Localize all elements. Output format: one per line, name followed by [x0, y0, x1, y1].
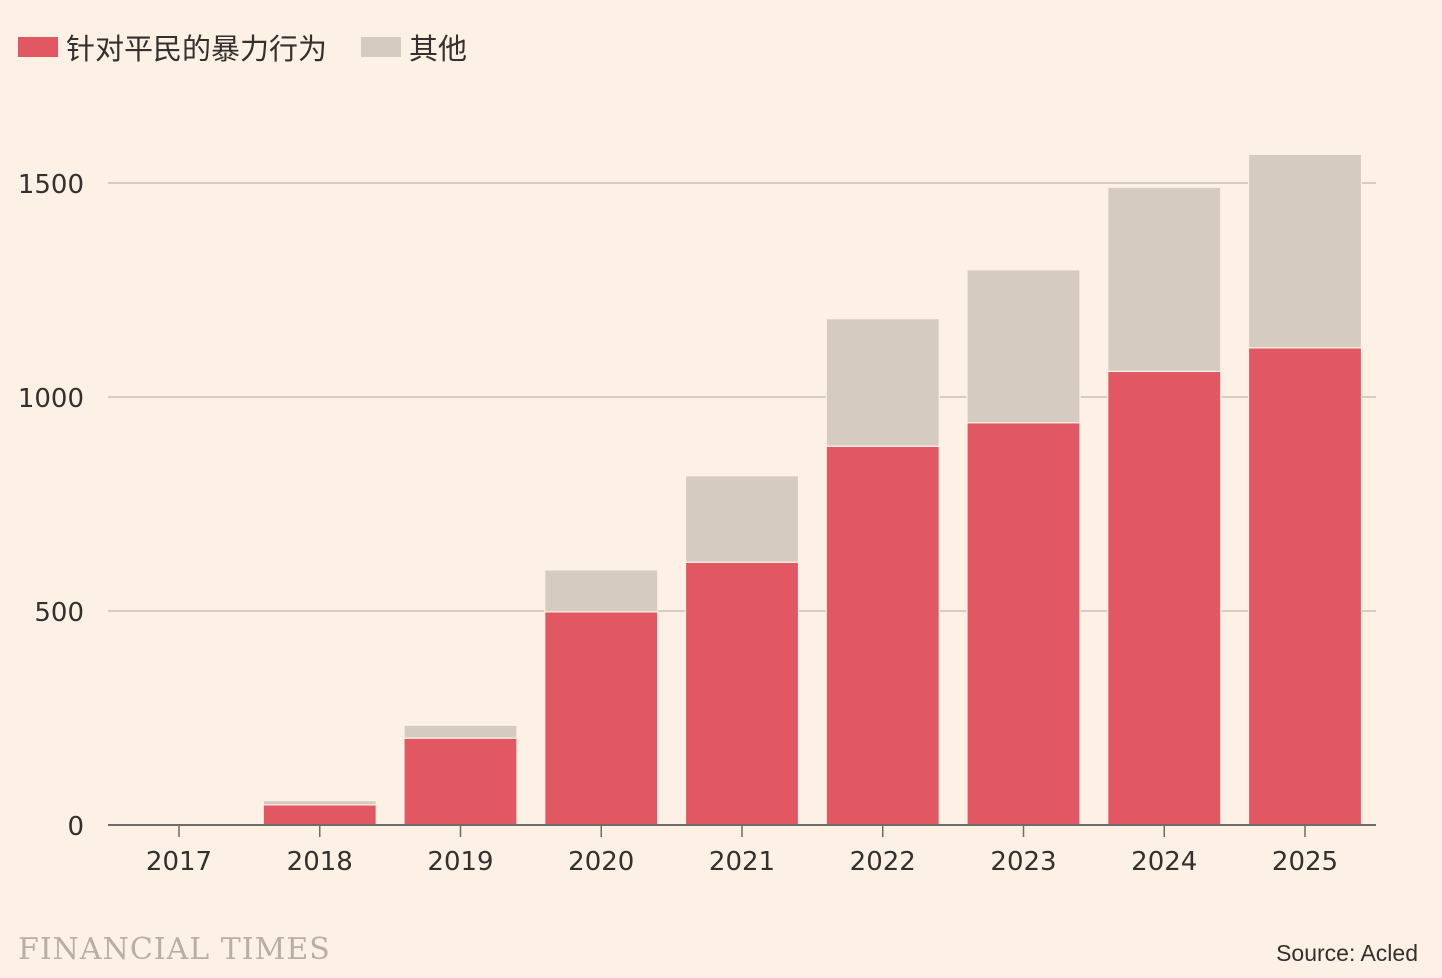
bar-civilian-violence-2020: [544, 611, 659, 826]
bar-other-2024: [1107, 186, 1222, 372]
bar-civilian-violence-2022: [825, 445, 940, 826]
y-tick-label-0: 0: [67, 812, 84, 842]
bar-other-2025: [1247, 153, 1363, 349]
x-tick-label-2022: 2022: [850, 847, 916, 877]
bar-civilian-violence-2018: [262, 804, 377, 826]
x-tick-label-2025: 2025: [1272, 847, 1338, 877]
x-tick-label-2020: 2020: [568, 847, 634, 877]
bar-other-2018: [262, 800, 377, 806]
bar-other-2022: [825, 318, 940, 447]
bar-civilian-violence-2025: [1247, 347, 1363, 826]
x-tick-label-2017: 2017: [146, 847, 212, 877]
ft-logo: FINANCIAL TIMES: [18, 932, 331, 960]
legend-label-other: 其他: [409, 32, 468, 66]
x-tick-label-2018: 2018: [287, 847, 353, 877]
bar-other-2021: [684, 475, 800, 563]
legend-label-civilian-violence: 针对平民的暴力行为: [66, 32, 328, 66]
bar-civilian-violence-2024: [1107, 370, 1222, 826]
x-tick-label-2019: 2019: [427, 847, 493, 877]
x-tick-label-2021: 2021: [709, 847, 775, 877]
bar-other-2020: [544, 569, 659, 613]
bar-civilian-violence-2019: [403, 737, 518, 826]
legend-swatch-other: [361, 37, 402, 57]
y-tick-label-1000: 1000: [18, 384, 84, 414]
x-tick-label-2023: 2023: [990, 847, 1056, 877]
bar-other-2023: [966, 269, 1081, 424]
bar-civilian-violence-2021: [684, 561, 800, 826]
legend-swatch-civilian-violence: [18, 37, 58, 57]
bar-civilian-violence-2023: [966, 422, 1081, 826]
y-tick-label-500: 500: [34, 598, 84, 628]
x-tick-label-2024: 2024: [1131, 847, 1197, 877]
y-tick-label-1500: 1500: [18, 170, 84, 200]
chart-legend: 针对平民的暴力行为 其他: [18, 26, 501, 68]
legend-item-civilian-violence: 针对平民的暴力行为: [18, 26, 327, 68]
legend-item-other: 其他: [361, 26, 467, 68]
source-note: Source: Acled: [1276, 940, 1418, 962]
bar-other-2019: [403, 724, 518, 739]
